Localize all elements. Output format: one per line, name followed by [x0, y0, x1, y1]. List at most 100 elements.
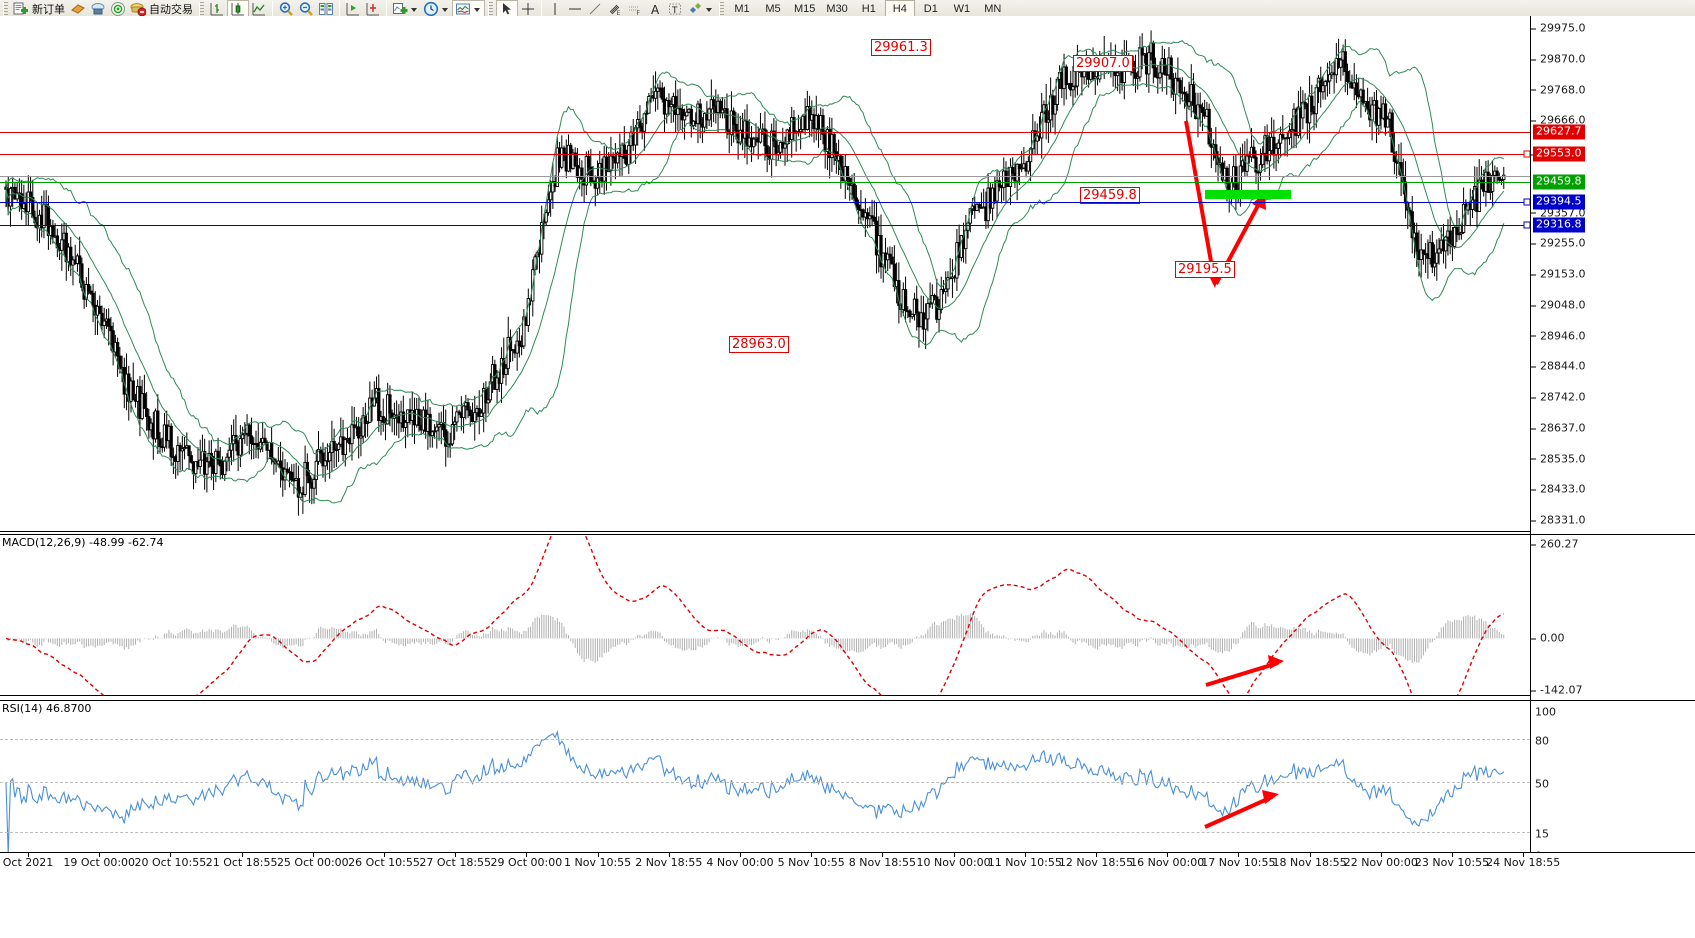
- auto-scroll-button[interactable]: [363, 0, 383, 17]
- price-scale[interactable]: 29975.0 29870.0 29768.0 29666.0 29553.0 29357…: [1530, 16, 1695, 864]
- price-level-badge-29553-0[interactable]: 29553.0: [1533, 146, 1585, 162]
- time-tick-label: 8 Nov 18:55: [848, 856, 916, 869]
- indicators-button[interactable]: [390, 0, 421, 17]
- price-level-handle[interactable]: [1523, 198, 1530, 206]
- price-level-badge-29627-7[interactable]: 29627.7: [1533, 124, 1585, 140]
- time-tick-mark: [1523, 853, 1525, 857]
- price-tick: 28535.0: [1531, 452, 1586, 465]
- indicators-dropdown-arrow-icon[interactable]: [410, 1, 419, 17]
- price-level-line-29553-0[interactable]: [0, 154, 1530, 156]
- time-tick-mark: [99, 853, 101, 857]
- price-level-handle[interactable]: [1523, 221, 1530, 229]
- fibonacci-icon: E: [607, 1, 623, 17]
- rsi-pane[interactable]: RSI(14) 46.8700: [0, 700, 1530, 864]
- timeframe-m30-button[interactable]: M30: [826, 2, 848, 15]
- price-scale-rsi[interactable]: 1008050150: [1531, 700, 1695, 866]
- annotation-28963[interactable]: 28963.0: [729, 336, 789, 353]
- fibonacci-button[interactable]: E: [605, 0, 625, 17]
- autotrading-button[interactable]: 自动交易: [128, 0, 196, 17]
- shift-chart-icon: [345, 1, 361, 17]
- new-order-button[interactable]: 新订单: [11, 0, 68, 17]
- bar-chart-button[interactable]: [207, 0, 227, 17]
- bar-chart-icon: [209, 1, 225, 17]
- time-tick-label: 17 Nov 10:55: [1201, 856, 1276, 869]
- timeframe-m1-button[interactable]: M1: [734, 2, 750, 15]
- macd-trend-arrow[interactable]: [1205, 655, 1284, 687]
- templates-dropdown-arrow-icon[interactable]: [473, 1, 482, 17]
- horizontal-line-button[interactable]: [565, 0, 585, 17]
- toolbar-grip-2[interactable]: [199, 1, 204, 16]
- time-tick-mark: [170, 853, 172, 857]
- toolbar-grip-3[interactable]: [488, 1, 493, 16]
- price-level-handle[interactable]: [1523, 150, 1530, 158]
- text-button[interactable]: A: [645, 0, 665, 17]
- timeframe-d1-button[interactable]: D1: [923, 2, 938, 15]
- svg-text:A: A: [651, 3, 660, 17]
- horizontal-line-icon: [567, 1, 583, 17]
- macd-pane[interactable]: MACD(12,26,9) -48.99 -62.74: [0, 534, 1530, 696]
- price-level-line-29394-5[interactable]: [0, 201, 1530, 203]
- price-tick: 29048.0: [1531, 299, 1586, 312]
- zoom-out-button[interactable]: [296, 0, 316, 17]
- line-chart-icon: [251, 1, 267, 17]
- time-tick-mark: [455, 853, 457, 857]
- macd-title: MACD(12,26,9) -48.99 -62.74: [2, 536, 164, 549]
- annotation-29907[interactable]: 29907.0: [1073, 55, 1133, 72]
- trendline-button[interactable]: [585, 0, 605, 17]
- svg-text:F: F: [637, 10, 641, 17]
- templates-icon: [455, 1, 471, 17]
- toolbar-grip[interactable]: [3, 1, 8, 16]
- history-button[interactable]: [68, 0, 88, 17]
- timeframe-w1-button[interactable]: W1: [953, 2, 971, 15]
- price-pane[interactable]: 29961.3 29907.0 29459.8 29195.5 28963.0: [0, 16, 1530, 532]
- annotation-29459[interactable]: 29459.8: [1080, 187, 1140, 204]
- macd-tick: -142.07: [1531, 684, 1582, 697]
- signals-button[interactable]: [108, 0, 128, 17]
- macd-tick: 260.27: [1531, 538, 1579, 551]
- rsi-level-line: [0, 832, 1530, 834]
- toolbar-grip-4[interactable]: [719, 1, 724, 16]
- highlight-box: [1205, 190, 1291, 199]
- shapes-dropdown-arrow-icon[interactable]: [705, 1, 714, 17]
- zoom-in-button[interactable]: [276, 0, 296, 17]
- price-tick: 28433.0: [1531, 483, 1586, 496]
- price-level-badge-29394-5[interactable]: 29394.5: [1533, 194, 1585, 210]
- timeframe-m15-button[interactable]: M15: [794, 2, 816, 15]
- tile-windows-button[interactable]: [316, 0, 336, 17]
- price-tick: 29255.0: [1531, 237, 1586, 250]
- text-label-button[interactable]: T: [665, 0, 685, 17]
- price-tick: 28946.0: [1531, 329, 1586, 342]
- annotation-29195[interactable]: 29195.5: [1175, 261, 1235, 278]
- data-window-button[interactable]: [88, 0, 108, 17]
- shapes-icon: [687, 1, 703, 17]
- price-level-line-29627-7[interactable]: [0, 131, 1530, 133]
- line-chart-button[interactable]: [249, 0, 269, 17]
- time-tick-label: 20 Oct 10:55: [134, 856, 207, 869]
- svg-text:E: E: [617, 10, 621, 17]
- shift-chart-button[interactable]: [343, 0, 363, 17]
- time-scale[interactable]: Oct 2021 19 Oct 00:00 20 Oct 10:55 21 Oct 1…: [0, 852, 1695, 938]
- rsi-trend-arrow[interactable]: [1204, 790, 1279, 829]
- rsi-level-line: [0, 782, 1530, 783]
- cursor-icon: [499, 1, 515, 17]
- time-tick-label: 25 Oct 00:00: [276, 856, 349, 869]
- periods-dropdown-arrow-icon[interactable]: [441, 1, 450, 17]
- shapes-button[interactable]: [685, 0, 716, 17]
- annotation-29961[interactable]: 29961.3: [871, 39, 931, 56]
- price-scale-main[interactable]: 29975.0 29870.0 29768.0 29666.0 29553.0 29357…: [1531, 16, 1695, 532]
- tile-windows-icon: [318, 1, 334, 17]
- price-scale-macd[interactable]: 260.27 0.00 -142.07: [1531, 534, 1695, 698]
- price-level-badge-29316-8[interactable]: 29316.8: [1533, 217, 1585, 233]
- price-level-badge-29459-8[interactable]: 29459.8: [1533, 174, 1585, 190]
- timeframe-mn-button[interactable]: MN: [984, 2, 1002, 15]
- timeframe-h1-button[interactable]: H1: [861, 2, 876, 15]
- crosshair-button[interactable]: [518, 0, 538, 17]
- periods-button[interactable]: [421, 0, 452, 17]
- vertical-line-button[interactable]: [545, 0, 565, 17]
- price-level-line-29316-8[interactable]: [0, 224, 1530, 226]
- timeframe-m5-button[interactable]: M5: [765, 2, 781, 15]
- price-level-line-29480-0[interactable]: [0, 176, 1530, 178]
- price-level-line-29459-8[interactable]: [0, 182, 1530, 184]
- channel-button[interactable]: F: [625, 0, 645, 17]
